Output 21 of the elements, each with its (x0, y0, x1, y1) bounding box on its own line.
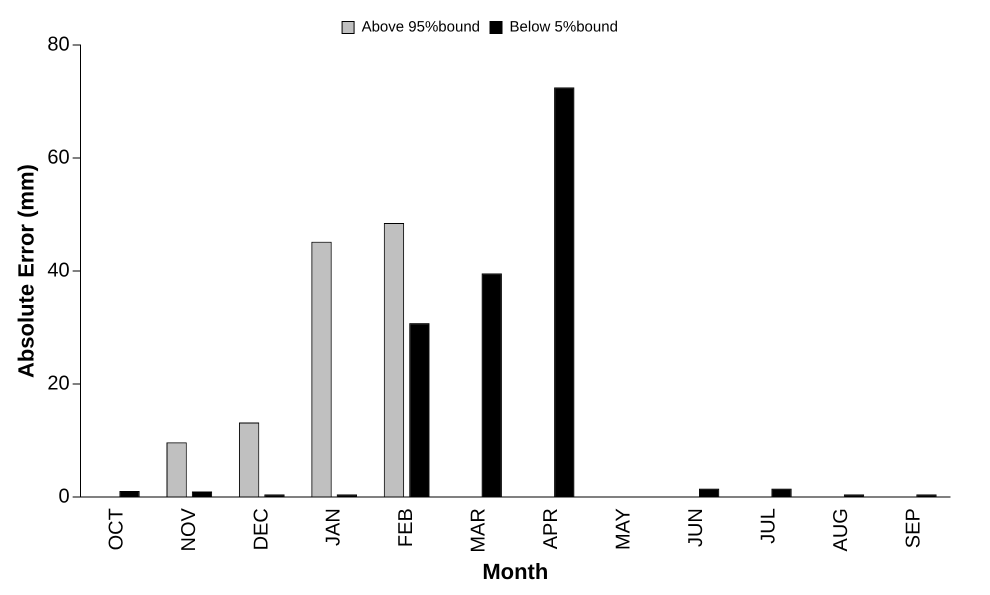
x-tick-label: AUG (830, 508, 852, 552)
x-tick-label: JUN (684, 508, 707, 548)
y-tick-label: 40 (47, 260, 70, 282)
x-tick-label: JUL (757, 508, 780, 544)
legend-label: Above 95%bound (362, 18, 480, 36)
x-tick-label: MAR (468, 508, 490, 553)
x-tick-label: MAY (612, 508, 635, 550)
x-tick-label: OCT (105, 508, 128, 550)
y-tick-label: 20 (47, 372, 70, 395)
x-tick-label: SEP (902, 508, 924, 548)
y-tick-label: 0 (58, 486, 70, 508)
x-tick-label: APR (540, 508, 562, 550)
x-tick-label: FEB (395, 508, 418, 548)
legend-label: Below 5%bound (510, 18, 618, 36)
x-tick-label: NOV (178, 508, 200, 552)
x-tick-label: DEC (250, 508, 272, 550)
y-tick-label: 80 (47, 34, 70, 56)
y-tick-label: 60 (47, 146, 70, 169)
x-axis-title: Month (482, 558, 548, 584)
y-axis-title: Absolute Error (mm) (13, 164, 38, 378)
x-tick-label: JAN (322, 508, 345, 546)
